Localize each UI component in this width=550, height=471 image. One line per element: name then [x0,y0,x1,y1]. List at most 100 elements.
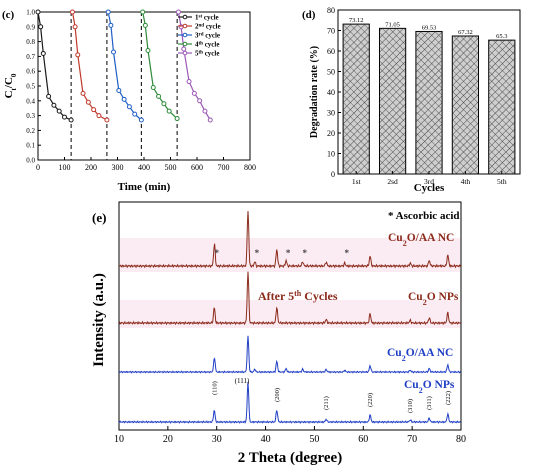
panel-c-data-point [68,117,74,123]
panel-c-data-point [80,90,86,96]
panel-c-ytick-label: 0.0 [26,157,35,165]
panel-d-bar-crosshatch [379,28,406,174]
panel-c-data-point [191,90,197,96]
panel-d-ylabel: Degradation rate (%) [309,46,320,138]
panel-e-hkl-label: (110) [211,381,218,395]
panel-e-hkl-label: (211) [323,396,330,410]
panel-d-bar-crosshatch [415,31,443,174]
panel-c-ytick-label: 0.9 [26,23,35,31]
panel-e-xrd-trace [118,271,462,326]
panel-c-data-point [69,9,75,15]
panel-e-series-label: Cu2O/AA NC [387,347,453,363]
panel-c-data-point [161,101,167,107]
panel-c-data-point [166,108,172,114]
panel-e-asterisk-marker: * [286,248,291,258]
panel-d-value-label: 71.05 [385,21,400,28]
panel-c-data-point [126,104,132,110]
panel-c-data-point [46,93,52,99]
panel-c-xtick-label: 0 [36,163,40,172]
panel-e-plot-frame [118,201,462,431]
panel-d-category-label: 3rd [424,177,434,186]
panel-e-xtick-label: 60 [358,434,368,445]
panel-d-ytick-label: 60 [327,47,335,56]
panel-c-data-point [51,102,57,108]
panel-d-bar-crosshatch [343,24,370,174]
panel-c-xtick-label: 700 [218,163,230,172]
panel-c-data-point [62,114,67,120]
panel-d-ytick-label: 70 [327,27,335,36]
panel-e-hkl-label: (222) [445,391,452,405]
panel-c-data-point [150,84,156,90]
panel-c-label: (c) [2,9,15,21]
panel-c-ylabel: Ct/C0 [3,73,18,98]
panel-c-data-point [35,9,41,15]
panel-d-category-label: 4th [461,177,471,186]
panel-e-ylabel: Intensity (a.u.) [91,273,107,367]
panel-e-xtick-label: 10 [114,434,124,445]
panel-e-after-label: After 5th Cycles [258,289,338,304]
panel-e-xrd-trace [118,381,461,424]
panel-c-ytick-label: 0.3 [26,112,35,120]
panel-e-asterisk-marker: * [302,248,307,258]
panel-c-legend-entry: 3rd cycle [195,32,220,40]
panel-c-data-point [96,113,102,119]
panel-c-ytick-label: 0.5 [26,83,35,91]
panel-d-label: (d) [302,9,316,21]
panel-d-value-label: 69.53 [422,24,437,31]
panel-e-hkl-label: (310) [407,399,414,413]
panel-c-ytick-label: 0.6 [26,68,35,76]
panel-c-legend-marker [182,41,188,47]
panel-c-data-point [181,46,187,52]
panel-c-xlabel: Time (min) [118,181,171,193]
panel-c-data-point [138,117,144,123]
panel-d-value-label: 67.32 [458,29,473,36]
panel-c-ytick-label: 0.8 [26,38,35,46]
panel-c-data-point [72,24,78,30]
panel-c-ytick-label: 0.1 [26,142,35,150]
panel-c-xtick-label: 200 [85,163,97,172]
panel-e-xtick-label: 50 [309,434,319,445]
panel-c-data-point [104,117,110,123]
panel-d-ytick-label: 0 [331,170,335,179]
panel-c-xtick-label: 400 [138,163,150,172]
panel-c-data-point [197,98,203,104]
panel-c-data-point [175,9,181,15]
panel-c-data-point [186,79,192,85]
panel-c-data-point [56,108,62,114]
panel-c-legend-entry: 2nd cycle [195,23,221,31]
panel-c-xtick-label: 500 [165,163,177,172]
panel-e-hkl-label: (200) [274,388,281,402]
panel-c-data-point [132,111,138,117]
panel-c-data-point [145,47,151,53]
panel-e-xrd-chart: (e) 10 20 30 40 50 60 70 80 (110) (111) (200) (211… [91,201,466,466]
panel-e-xrd-trace [118,335,461,374]
panel-e-xtick-label: 40 [261,434,271,445]
panel-c-data-point [116,87,122,93]
panel-e-xtick-label: 20 [163,434,173,445]
panel-e-series-label: Cu2O/AA NC [388,232,454,248]
panel-c-data-point [140,9,146,15]
panel-c-data-point [207,117,213,123]
panel-e-asterisk-marker: * [344,248,349,258]
panel-d-category-label: 2sd [387,177,398,186]
panel-c-legend-entry: 4th cycle [195,41,219,49]
panel-d-ytick-label: 40 [327,88,335,97]
panel-d-ytick-label: 80 [327,6,335,15]
panel-d-bar-crosshatch [452,35,479,174]
panel-c-xtick-label: 600 [191,163,203,172]
panel-c-data-point [40,50,46,56]
panel-e-label: (e) [92,210,106,225]
panel-c-data-point [156,93,162,99]
panel-c-data-point [108,22,114,28]
panel-c-data-point [85,99,91,105]
panel-c-data-point [75,52,81,58]
panel-c-ytick-label: 0.2 [26,127,35,135]
panel-c-data-point [174,116,180,122]
panel-c-data-point [105,9,111,15]
panel-e-series-label: Cu2O NPs [408,291,459,307]
panel-c-data-point [111,49,117,55]
panel-e-hkl-label: (220) [367,393,374,407]
panel-e-hkl-label: (311) [426,396,433,410]
panel-c-data-point [121,96,127,102]
panel-e-xtick-label: 30 [212,434,222,445]
